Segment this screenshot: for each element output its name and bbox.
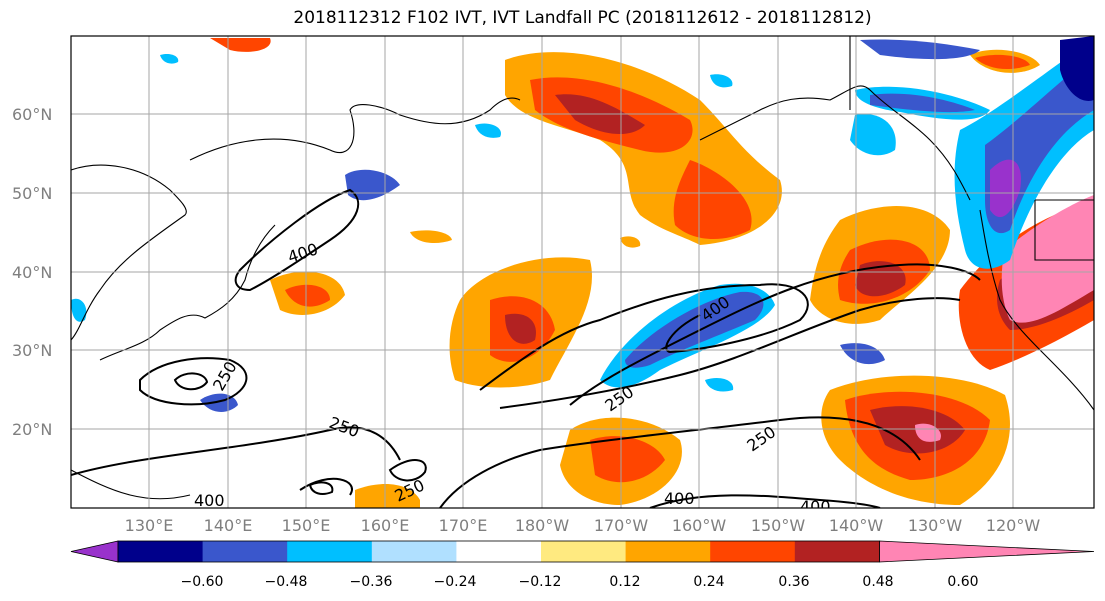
lon-label: 160°E (361, 516, 410, 535)
colorbar-segment (794, 541, 880, 562)
colorbar-segment (456, 541, 542, 562)
lon-label: 140°E (204, 516, 253, 535)
colorbar-extend-max (879, 540, 1095, 563)
lat-label: 20°N (12, 420, 52, 439)
colorbar-tick-label: −0.60 (181, 574, 224, 590)
ivt-contours (71, 188, 981, 508)
colorbar-segment (202, 541, 288, 562)
lat-label: 40°N (12, 263, 52, 282)
colorbar (70, 540, 1095, 563)
colorbar-border (117, 540, 880, 563)
colorbar-segment (371, 541, 457, 562)
colorbar-ticks: −0.60 −0.48 −0.36 −0.24 −0.12 0.12 0.24 … (181, 574, 979, 590)
colorbar-segment (625, 541, 711, 562)
colorbar-tick-label: −0.36 (350, 574, 393, 590)
lon-label: 160°W (672, 516, 727, 535)
lon-label: 150°E (282, 516, 331, 535)
contour-label: 400 (664, 489, 695, 508)
latitude-labels: 60°N 50°N 40°N 30°N 20°N (12, 105, 52, 439)
contour-label: 400 (194, 491, 225, 510)
coastlines (71, 36, 1094, 500)
colorbar-tick-label: −0.48 (265, 574, 308, 590)
lon-label: 180°W (515, 516, 570, 535)
colorbar-tick-label: 0.48 (862, 574, 893, 590)
colorbar-segment (287, 541, 373, 562)
map-area: 400 250 400 250 250 250 250 400 400 400 (71, 36, 1094, 516)
lon-label: 120°W (986, 516, 1041, 535)
lon-label: 130°E (125, 516, 174, 535)
map-frame (70, 35, 1095, 509)
colorbar-segment (710, 541, 796, 562)
positive-anomaly-fields (210, 38, 1094, 508)
lon-label: 170°W (594, 516, 649, 535)
colorbar-tick-label: 0.60 (947, 574, 978, 590)
lat-label: 30°N (12, 341, 52, 360)
colorbar-extend-min (70, 540, 119, 563)
contour-label: 400 (800, 497, 831, 516)
lon-label: 130°W (908, 516, 963, 535)
map-title: 2018112312 F102 IVT, IVT Landfall PC (20… (293, 8, 872, 28)
colorbar-tick-label: 0.24 (693, 574, 724, 590)
lon-label: 170°E (439, 516, 488, 535)
colorbar-tick-label: 0.12 (609, 574, 640, 590)
graticule (71, 36, 1094, 508)
colorbar-tick-label: 0.36 (778, 574, 809, 590)
colorbar-segment (118, 541, 204, 562)
lat-label: 60°N (12, 105, 52, 124)
colorbar-tick-label: −0.24 (434, 574, 477, 590)
longitude-labels: 130°E 140°E 150°E 160°E 170°E 180°W 170°… (125, 516, 1041, 535)
colorbar-segment (541, 541, 627, 562)
lon-label: 150°W (751, 516, 806, 535)
lat-label: 50°N (12, 184, 52, 203)
lon-label: 140°W (829, 516, 884, 535)
colorbar-tick-label: −0.12 (519, 574, 562, 590)
